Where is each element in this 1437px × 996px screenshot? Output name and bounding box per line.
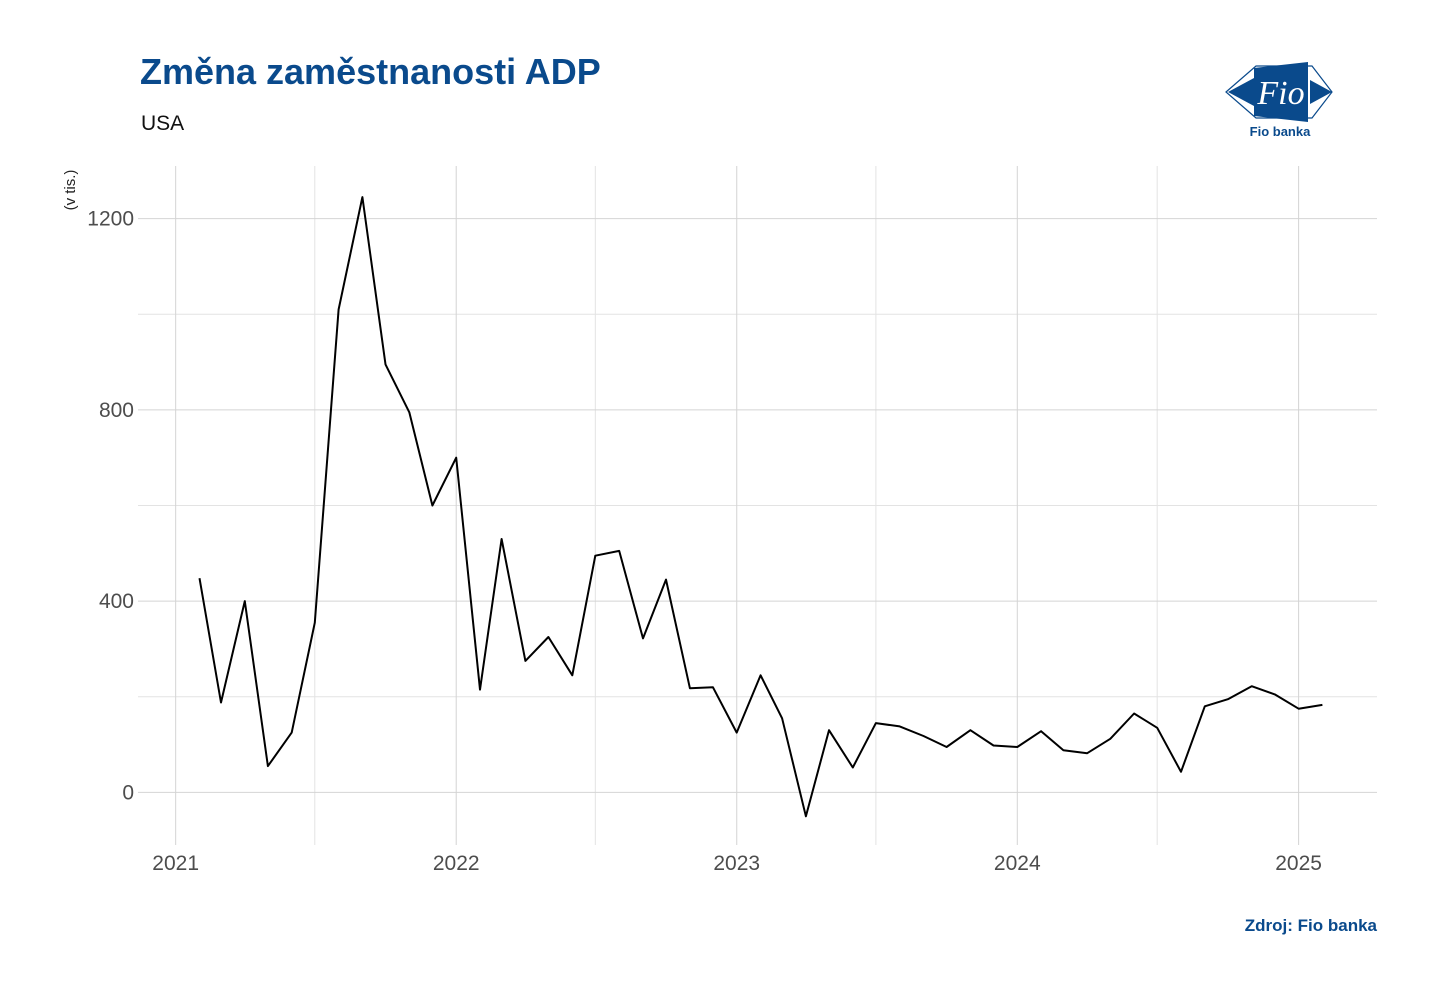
minor-grid [138, 166, 1377, 845]
chart-subtitle: USA [141, 112, 185, 135]
series-points [199, 197, 1322, 816]
logo-caption: Fio banka [1249, 124, 1311, 139]
y-tick-label: 400 [99, 590, 134, 613]
source-note: Zdroj: Fio banka [1244, 916, 1377, 935]
logo-text: Fio [1256, 75, 1304, 112]
x-tick-label: 2024 [994, 852, 1041, 875]
series-line-adp-employment-change [198, 196, 1323, 818]
x-tick-label: 2022 [433, 852, 480, 875]
y-tick-labels: 0 400 800 1200 [87, 208, 134, 805]
x-tick-labels: 2021 2022 2023 2024 2025 [152, 852, 1322, 875]
x-tick-label: 2023 [713, 852, 760, 875]
y-tick-label: 1200 [87, 208, 134, 231]
x-tick-label: 2021 [152, 852, 199, 875]
y-tick-label: 0 [122, 781, 134, 804]
major-grid [138, 166, 1377, 845]
x-tick-label: 2025 [1275, 852, 1322, 875]
y-axis-title: (v tis.) [62, 170, 79, 211]
y-tick-label: 800 [99, 399, 134, 422]
chart-title: Změna zaměstnanosti ADP [140, 51, 601, 92]
logo-graphic: Fio [1225, 62, 1333, 122]
fio-banka-logo: Fio Fio banka [1224, 60, 1336, 142]
